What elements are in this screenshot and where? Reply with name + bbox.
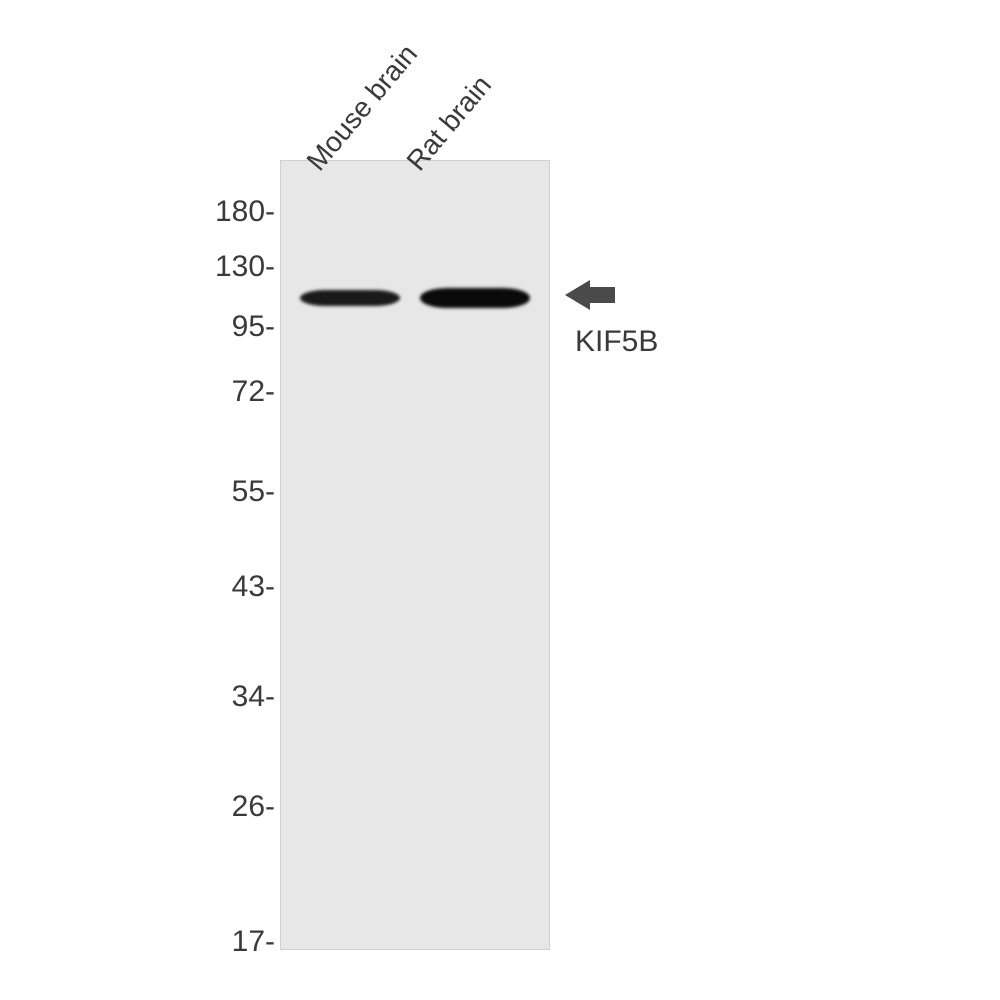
mw-marker-180: 180-: [215, 195, 275, 229]
mw-marker-72: 72-: [232, 375, 275, 409]
protein-name-label: KIF5B: [575, 325, 658, 359]
band-indicator-arrow: [565, 280, 615, 310]
mw-marker-130: 130-: [215, 250, 275, 284]
mw-marker-95: 95-: [232, 310, 275, 344]
mw-marker-55: 55-: [232, 475, 275, 509]
mw-marker-26: 26-: [232, 790, 275, 824]
mw-marker-17: 17-: [232, 925, 275, 959]
arrow-tail: [590, 287, 615, 303]
blot-membrane: [280, 160, 550, 950]
protein-band-lane-0: [300, 290, 400, 306]
mw-marker-43: 43-: [232, 570, 275, 604]
protein-band-lane-1: [420, 288, 530, 308]
western-blot-figure: Mouse brainRat brain 180-130-95-72-55-43…: [0, 0, 1000, 1000]
mw-marker-34: 34-: [232, 680, 275, 714]
arrow-head-icon: [565, 280, 590, 310]
